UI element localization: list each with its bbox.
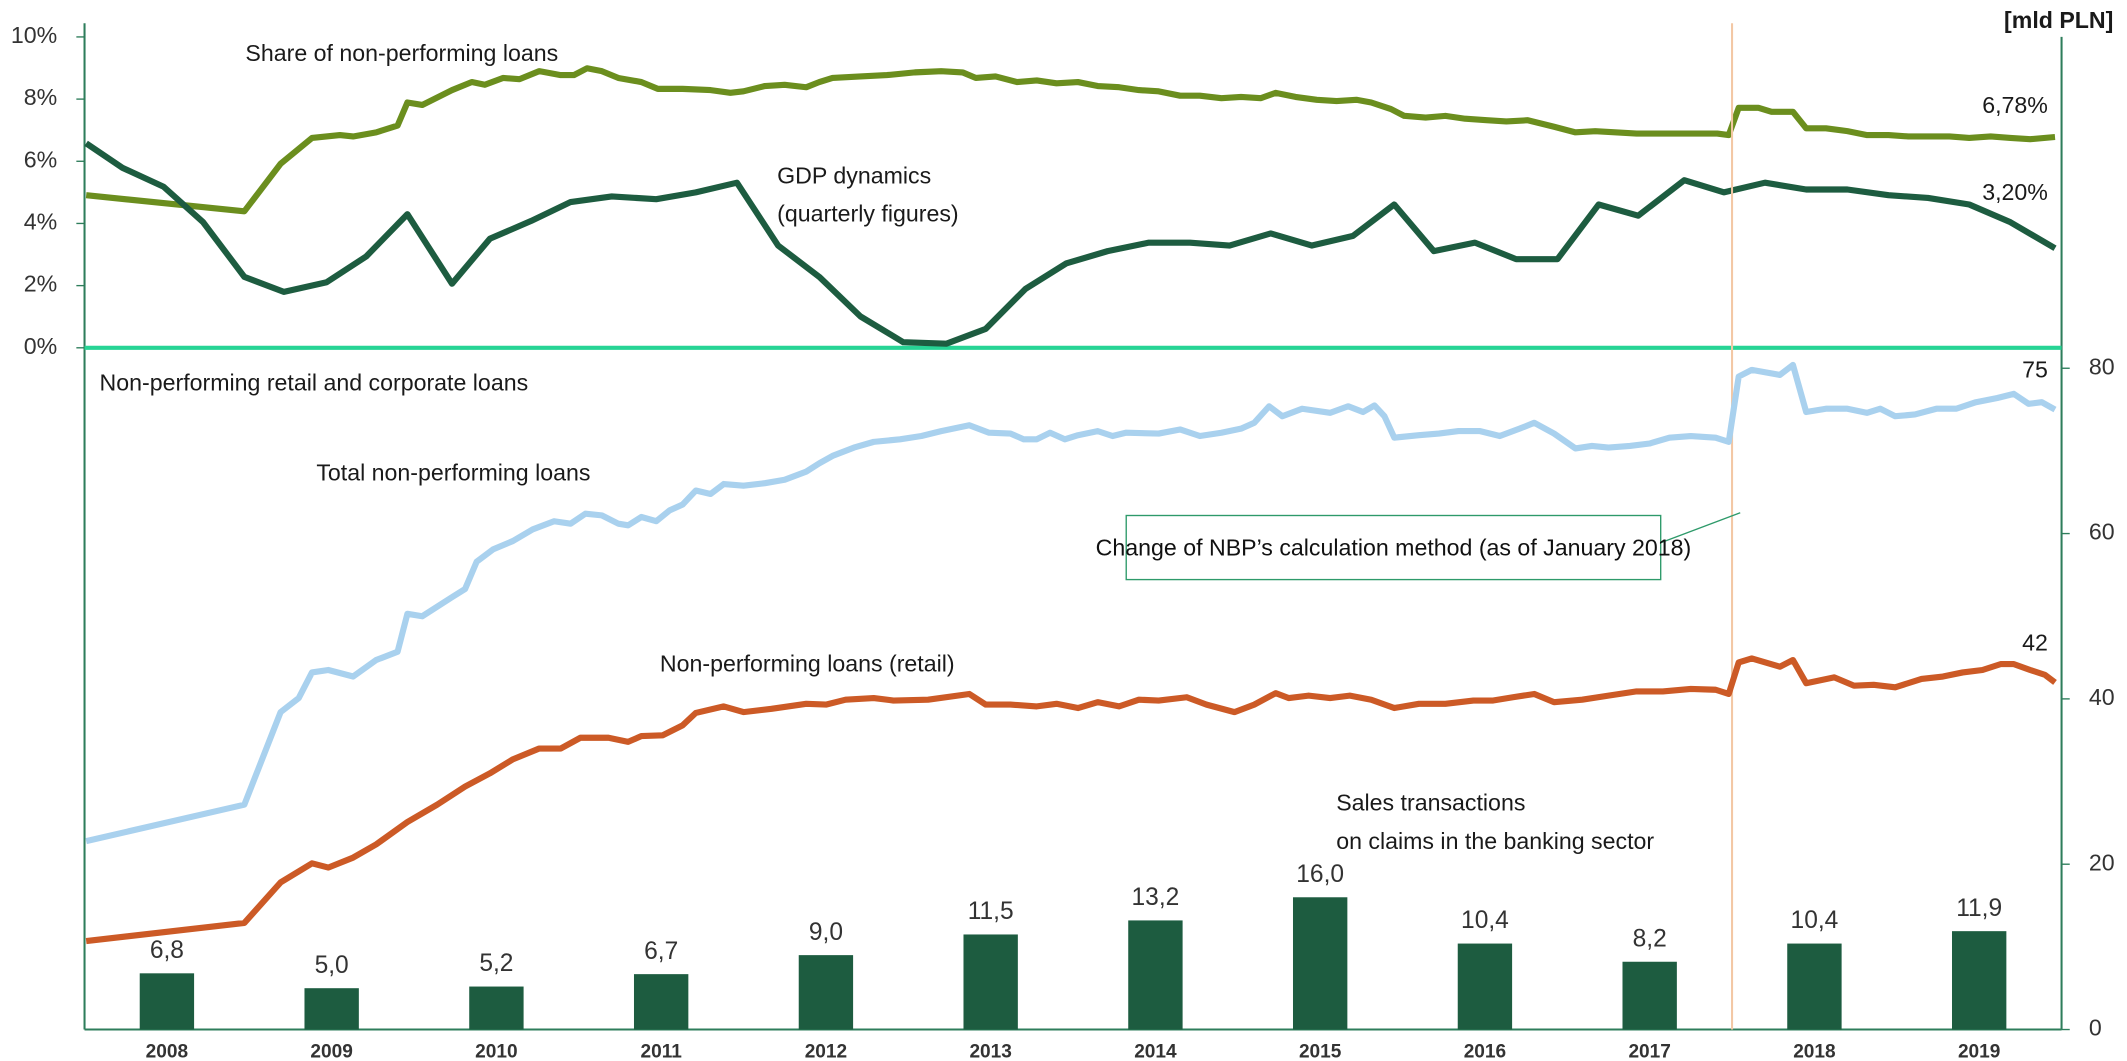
annotation-box (1125, 514, 1662, 581)
bar-label: 9,0 (809, 919, 843, 946)
series-label: Share of non-performing loans (245, 40, 558, 66)
x-tick-label: 2011 (640, 1042, 682, 1061)
bar-label: 16,0 (1296, 861, 1344, 888)
y-tick-label: 6% (24, 146, 57, 172)
x-tick-label: 2010 (475, 1042, 517, 1061)
bar-label: 5,0 (315, 952, 349, 979)
bar (633, 974, 689, 1030)
series-label: GDP dynamics (777, 162, 931, 188)
bar-label: 11,5 (968, 898, 1014, 925)
x-tick-label: 2019 (1958, 1042, 2000, 1061)
bar (304, 988, 359, 1030)
x-tick-label: 2008 (146, 1042, 189, 1061)
end-label: 42 (2022, 629, 2048, 655)
y-tick-label: 4% (24, 209, 57, 235)
bar (963, 934, 1018, 1030)
bar-label: 13,2 (1132, 884, 1180, 911)
series-label: Total non-performing loans (316, 460, 590, 486)
bar-label: 11,9 (1956, 895, 2002, 922)
line (85, 655, 2057, 945)
bar (798, 955, 854, 1030)
series-label: (quarterly figures) (777, 201, 958, 227)
bar-label: 8,2 (1633, 925, 1667, 952)
bar (469, 986, 524, 1030)
bar (1622, 961, 1677, 1030)
bar-label: 5,2 (479, 950, 513, 977)
bar (1951, 931, 2007, 1030)
bar-label: 6,7 (644, 938, 678, 965)
annotation: Change of NBP’s calculation method (as o… (1096, 535, 1692, 561)
bar (139, 973, 195, 1030)
series-label: Sales transactions (1336, 790, 1525, 816)
end-label: 3,20% (1982, 179, 2048, 205)
y-tick-label: 80 (2089, 353, 2115, 379)
bar-label: 10,4 (1791, 907, 1839, 934)
x-tick-label: 2013 (969, 1042, 1011, 1061)
x-tick-label: 2017 (1628, 1042, 1670, 1061)
annotation-leader (1660, 512, 1741, 544)
line (85, 65, 2056, 215)
x-tick-label: 2016 (1464, 1042, 1506, 1061)
y-tick-label: 8% (24, 84, 57, 110)
bar (1128, 920, 1183, 1030)
series-label: Non-performing loans (retail) (660, 651, 955, 677)
series-label: on claims in the banking sector (1336, 828, 1654, 854)
y-tick-label: 2% (24, 271, 57, 297)
x-tick-label: 2009 (310, 1042, 352, 1061)
y-axis-label: [mld PLN] (2004, 7, 2113, 33)
y-tick-label: 10% (11, 22, 57, 48)
end-label: 75 (2022, 357, 2048, 383)
y-tick-label: 40 (2089, 684, 2115, 710)
x-tick-label: 2018 (1793, 1042, 1836, 1061)
x-tick-label: 2015 (1299, 1042, 1342, 1061)
y-tick-label: 20 (2089, 849, 2115, 875)
bar-label: 6,8 (150, 937, 184, 964)
bar (1292, 897, 1348, 1030)
bar (1787, 943, 1842, 1030)
end-label: 6,78% (1982, 92, 2048, 118)
panel-subtitle: Non-performing retail and corporate loan… (100, 370, 529, 396)
x-tick-label: 2014 (1134, 1042, 1177, 1061)
y-tick-label: 60 (2089, 519, 2115, 545)
line (85, 361, 2057, 845)
bar-label: 10,4 (1461, 907, 1509, 934)
line (84, 140, 2057, 347)
bar (1457, 943, 1513, 1030)
y-tick-label: 0 (2089, 1015, 2102, 1041)
x-tick-label: 2012 (805, 1042, 847, 1061)
y-tick-label: 0% (24, 333, 57, 359)
